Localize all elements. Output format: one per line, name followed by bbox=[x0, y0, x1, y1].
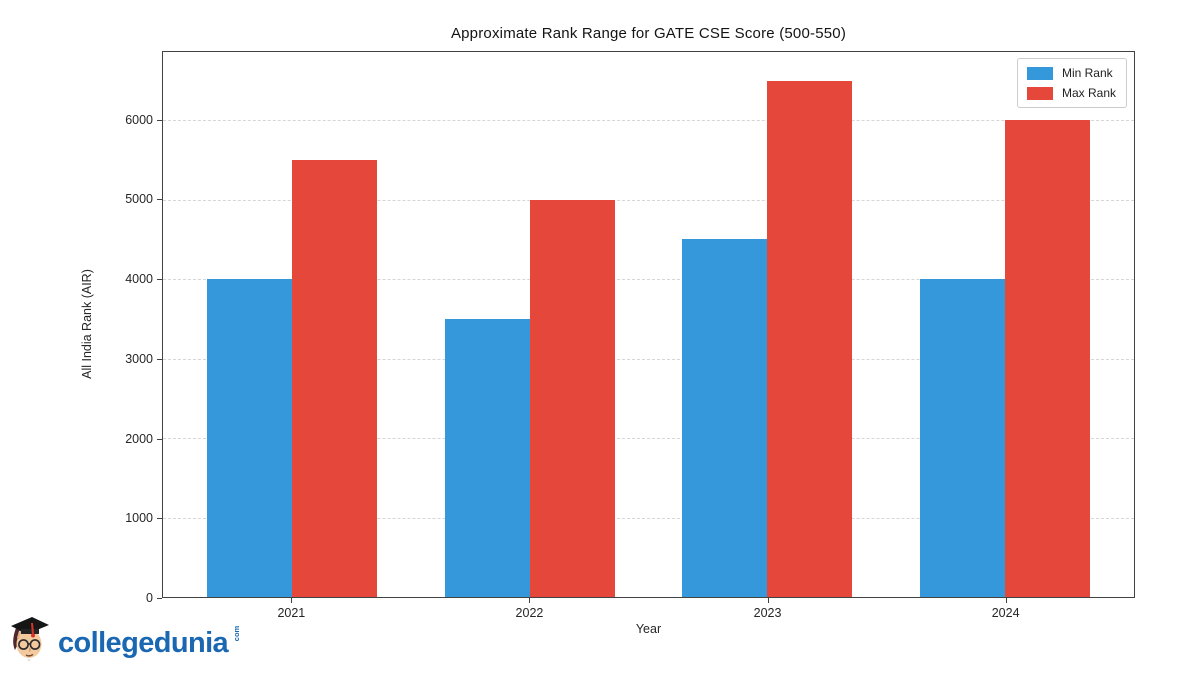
graduate-face-icon bbox=[8, 614, 52, 671]
gridline-5000 bbox=[163, 199, 1134, 201]
gridline-2000 bbox=[163, 438, 1134, 440]
x-tick-label-2022: 2022 bbox=[515, 606, 544, 620]
legend-label-min-rank: Min Rank bbox=[1061, 66, 1113, 80]
y-tick-mark-4000 bbox=[157, 279, 162, 280]
y-tick-mark-1000 bbox=[157, 518, 162, 519]
legend-item-min-rank: Min Rank bbox=[1026, 66, 1116, 80]
gridline-3000 bbox=[163, 358, 1134, 360]
y-tick-mark-5000 bbox=[157, 199, 162, 200]
y-tick-mark-6000 bbox=[157, 120, 162, 121]
y-tick-label-1000: 1000 bbox=[125, 511, 153, 526]
x-tick-mark-2022 bbox=[529, 598, 530, 603]
y-tick-label-6000: 6000 bbox=[125, 112, 153, 127]
bar-max-rank-2022 bbox=[529, 199, 615, 597]
legend-item-max-rank: Max Rank bbox=[1026, 86, 1116, 100]
y-tick-label-5000: 5000 bbox=[125, 192, 153, 207]
y-tick-label-0: 0 bbox=[146, 591, 153, 605]
gridline-1000 bbox=[163, 517, 1134, 519]
x-tick-mark-2024 bbox=[1006, 598, 1007, 603]
y-tick-label-2000: 2000 bbox=[125, 431, 153, 446]
logo-text: collegedunia bbox=[58, 626, 229, 659]
chart-legend: Min Rank Max Rank bbox=[1016, 58, 1127, 108]
x-tick-mark-2021 bbox=[291, 598, 292, 603]
y-tick-label-3000: 3000 bbox=[125, 351, 153, 366]
x-tick-label-2021: 2021 bbox=[277, 606, 306, 620]
y-tick-mark-0 bbox=[157, 598, 162, 599]
x-tick-mark-2023 bbox=[768, 598, 769, 603]
bar-min-rank-2024 bbox=[920, 279, 1005, 597]
y-axis-label: All India Rank (AIR) bbox=[80, 269, 94, 379]
gridline-4000 bbox=[163, 279, 1134, 281]
logo-suffix: com bbox=[232, 625, 242, 642]
y-tick-mark-2000 bbox=[157, 439, 162, 440]
legend-swatch-min-rank bbox=[1026, 66, 1053, 80]
bar-max-rank-2023 bbox=[767, 80, 853, 597]
bar-min-rank-2023 bbox=[682, 239, 768, 597]
y-tick-label-4000: 4000 bbox=[125, 272, 153, 287]
collegedunia-logo: collegedunia com bbox=[8, 614, 244, 671]
x-axis-label: Year bbox=[635, 622, 662, 636]
bar-min-rank-2022 bbox=[444, 318, 530, 597]
x-tick-label-2024: 2024 bbox=[991, 606, 1020, 620]
bar-max-rank-2021 bbox=[292, 160, 377, 597]
y-tick-mark-3000 bbox=[157, 359, 162, 360]
legend-swatch-max-rank bbox=[1026, 86, 1053, 100]
chart-title: Approximate Rank Range for GATE CSE Scor… bbox=[450, 25, 847, 42]
x-tick-label-2023: 2023 bbox=[753, 606, 782, 620]
legend-label-max-rank: Max Rank bbox=[1061, 86, 1116, 100]
bar-min-rank-2021 bbox=[207, 279, 293, 597]
plot-area: Min Rank Max Rank bbox=[162, 51, 1135, 598]
gridline-6000 bbox=[163, 120, 1134, 122]
bar-max-rank-2024 bbox=[1004, 120, 1090, 597]
